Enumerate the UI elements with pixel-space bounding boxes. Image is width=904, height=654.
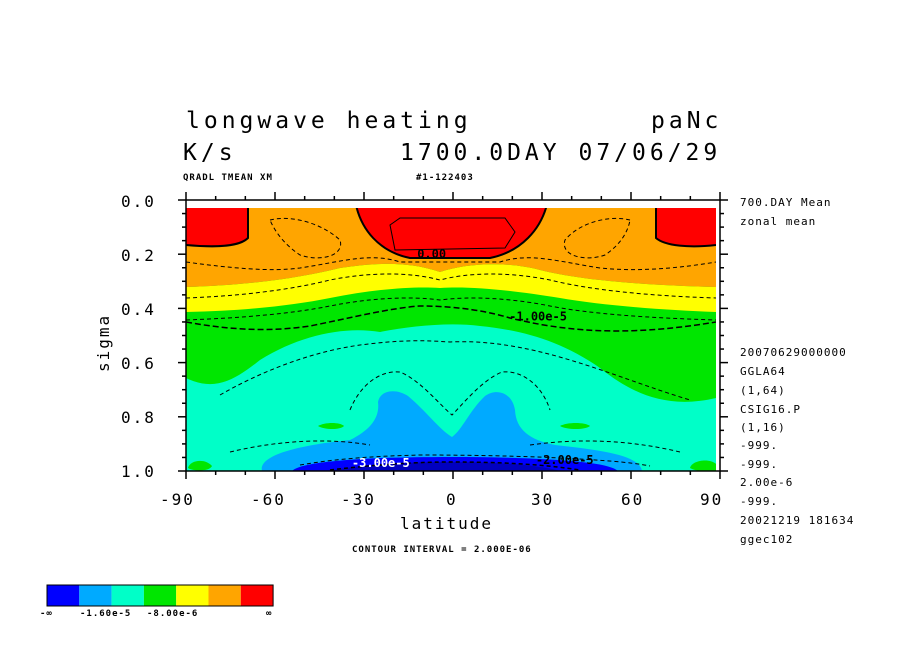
field-red-right (656, 208, 716, 247)
field-red-center (356, 208, 546, 258)
contour-labels: 0.00 -1.00e-5 -2.00e-5 -3.00e-5 (352, 247, 594, 470)
contour-zero-left (186, 208, 249, 248)
units-label: K/s (183, 140, 237, 166)
contour-dash-9 (299, 454, 651, 467)
y-tick-5: 1.0 (121, 462, 156, 481)
colorbar (46, 584, 274, 607)
run-id: #1-122403 (416, 173, 474, 183)
colorbar-swatch-6 (240, 585, 274, 606)
y-axis-ticks (178, 199, 728, 472)
contour-zero (355, 208, 547, 259)
x-tick-6: 90 (700, 490, 724, 509)
field-green-blob-left (188, 460, 212, 471)
x-axis-label: latitude (400, 514, 494, 533)
field-green-spot-left (318, 423, 344, 429)
variable-label: QRADL TMEAN XM (183, 173, 273, 183)
y-tick-0: 0.0 (121, 192, 156, 211)
x-tick-4: 30 (531, 490, 555, 509)
colorbar-swatch-4 (176, 585, 209, 606)
side-meta-6: -999. (740, 458, 779, 471)
field-green-blob-right (690, 460, 716, 471)
colorbar-label-0: -∞ (40, 609, 53, 619)
contour-dash-10 (329, 461, 581, 471)
contour-dash-6 (219, 340, 691, 401)
y-tick-4: 0.8 (121, 408, 156, 427)
contour-lines (186, 208, 716, 471)
contour-dash-1 (269, 217, 342, 259)
field-lightblue (261, 391, 642, 471)
x-axis-ticks (185, 192, 721, 479)
field-red-left (186, 208, 248, 247)
filled-contours (186, 208, 716, 471)
side-meta-1: GGLA64 (740, 365, 786, 378)
colorbar-swatch-3 (143, 585, 177, 606)
colorbar-label-2: -8.00e-6 (147, 609, 199, 619)
y-tick-1: 0.2 (121, 246, 156, 265)
contour-label-zero: 0.00 (417, 247, 446, 261)
y-axis-label: sigma (94, 313, 113, 372)
run-name: paNc (651, 108, 723, 134)
side-meta-3: CSIG16.P (740, 403, 801, 416)
contour-dash-5 (186, 297, 716, 321)
side-meta-7: 2.00e-6 (740, 476, 794, 489)
x-tick-5: 60 (621, 490, 645, 509)
contour-label-minus3e-5: -3.00e-5 (352, 456, 410, 470)
field-green-spot-right (560, 423, 590, 429)
contour-dash-3 (186, 257, 716, 271)
x-tick-2: -30 (341, 490, 376, 509)
contour-dash-8 (229, 440, 681, 453)
side-meta-10: ggec102 (740, 533, 794, 546)
colorbar-swatch-0 (47, 585, 80, 606)
chart-title: longwave heating (186, 108, 472, 134)
side-zonal-label: zonal mean (740, 215, 817, 228)
side-meta-9: 20021219 181634 (740, 514, 855, 527)
contour-pos (389, 217, 516, 251)
contour-interval: CONTOUR INTERVAL = 2.000E-06 (352, 545, 532, 555)
y-tick-3: 0.6 (121, 354, 156, 373)
side-meta-5: -999. (740, 439, 779, 452)
colorbar-swatch-1 (79, 585, 112, 606)
side-mean-label: 700.DAY Mean (740, 196, 832, 209)
field-aqua (186, 324, 716, 471)
colorbar-swatch-2 (111, 585, 144, 606)
side-meta-8: -999. (740, 495, 779, 508)
side-meta-4: (1,16) (740, 421, 786, 434)
contour-zero-right (655, 208, 716, 248)
contour-dash-7 (349, 371, 551, 416)
x-tick-3: 0 (446, 490, 458, 509)
side-meta-0: 20070629000000 (740, 346, 847, 359)
colorbar-label-3: ∞ (266, 609, 273, 619)
x-tick-0: -90 (160, 490, 195, 509)
colorbar-swatch-5 (208, 585, 241, 606)
colorbar-frame (46, 584, 274, 607)
colorbar-label-1: -1.60e-5 (80, 609, 132, 619)
contour-label-minus1e-5: -1.00e-5 (509, 310, 567, 324)
time-label: 1700.0DAY 07/06/29 (400, 140, 722, 166)
field-yellow (186, 263, 716, 312)
contour-minus1e-5 (186, 305, 716, 332)
side-meta-2: (1,64) (740, 384, 786, 397)
y-tick-2: 0.4 (121, 300, 156, 319)
x-tick-1: -60 (251, 490, 286, 509)
contour-label-minus2e-5: -2.00e-5 (536, 453, 594, 467)
